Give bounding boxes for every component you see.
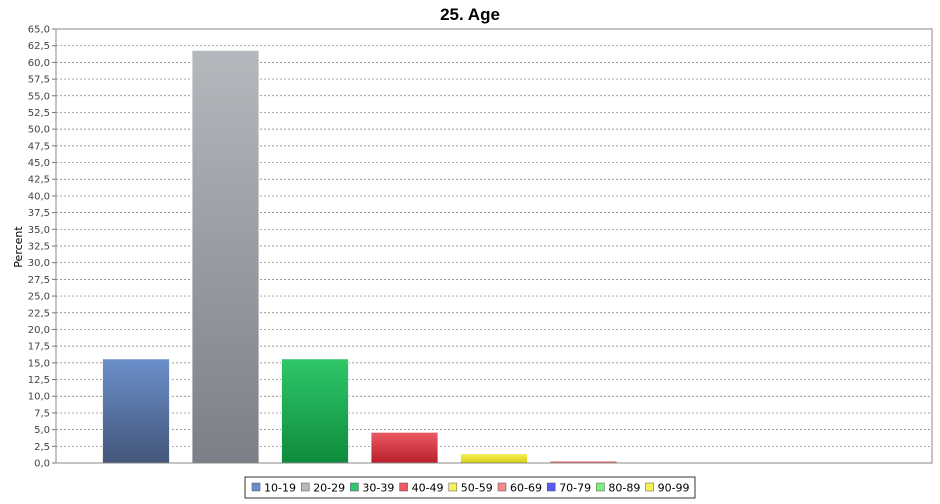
plot-frame [55, 28, 933, 464]
bar-50-59 [460, 453, 528, 464]
y-tick-label: 42,5 [28, 175, 50, 186]
y-tick-label: 10,0 [28, 392, 50, 403]
y-axis-label: Percent [12, 226, 25, 268]
y-tick-label: 60,0 [28, 58, 50, 69]
y-tick-label: 35,0 [28, 225, 50, 236]
y-tick-label: 65,0 [28, 25, 50, 36]
chart-title: 25. Age [440, 5, 500, 24]
y-tick-label: 32,5 [28, 242, 50, 253]
bar-10-19 [102, 358, 170, 464]
y-tick-label: 2,5 [34, 442, 50, 453]
y-tick-label: 45,0 [28, 158, 50, 169]
legend-label-20-29: 20-29 [313, 482, 345, 495]
y-tick-label: 12,5 [28, 375, 50, 386]
y-tick-label: 50,0 [28, 125, 50, 136]
y-tick-label: 52,5 [28, 108, 50, 119]
y-tick-label: 15,0 [28, 358, 50, 369]
y-tick-label: 40,0 [28, 191, 50, 202]
y-tick-label: 20,0 [28, 325, 50, 336]
y-tick-label: 5,0 [34, 425, 50, 436]
y-tick-label: 25,0 [28, 292, 50, 303]
y-ticks: 0,0 2,5 5,0 7,5 10,0 12,5 15,0 17,5 20,0 22,5 25,0… [28, 25, 56, 470]
y-tick-label: 37,5 [28, 208, 50, 219]
legend-label-30-39: 30-39 [362, 482, 394, 495]
legend-swatch-50-59 [448, 482, 458, 492]
bar-20-29 [191, 49, 260, 464]
legend-swatch-90-99 [645, 482, 654, 492]
y-tick-label: 62,5 [28, 41, 50, 52]
y-tick-label: 47,5 [28, 141, 50, 152]
legend-swatch-70-79 [546, 482, 556, 492]
legend-swatch-10-19 [251, 482, 261, 492]
y-tick-label: 57,5 [28, 75, 50, 86]
y-tick-label: 22,5 [28, 308, 50, 319]
y-tick-label: 7,5 [34, 408, 50, 419]
legend-label-10-19: 10-19 [264, 482, 296, 495]
legend-swatch-80-89 [596, 482, 605, 492]
legend-label-50-59: 50-59 [461, 482, 493, 495]
legend-swatch-60-69 [497, 482, 507, 492]
legend-label-70-79: 70-79 [559, 482, 591, 495]
y-tick-label: 17,5 [28, 342, 50, 353]
legend-label-60-69: 60-69 [510, 482, 542, 495]
y-tick-label: 30,0 [28, 258, 50, 269]
legend-label-80-89: 80-89 [608, 482, 640, 495]
legend-swatch-30-39 [350, 482, 359, 492]
legend-label-40-49: 40-49 [412, 482, 444, 495]
y-tick-label: 0,0 [34, 459, 50, 470]
legend-swatch-40-49 [399, 482, 408, 492]
bar-30-39 [281, 358, 349, 464]
legend-swatch-20-29 [300, 482, 310, 492]
bar-40-49 [370, 431, 439, 464]
bars [102, 49, 618, 464]
gridlines [56, 45, 932, 447]
y-tick-label: 27,5 [28, 275, 50, 286]
legend-box [244, 476, 696, 499]
y-tick-label: 55,0 [28, 91, 50, 102]
legend-label-90-99: 90-99 [658, 482, 690, 495]
legend: 10-19 20-29 30-39 40-49 50-59 60-69 70-79 80-89… [244, 476, 696, 499]
